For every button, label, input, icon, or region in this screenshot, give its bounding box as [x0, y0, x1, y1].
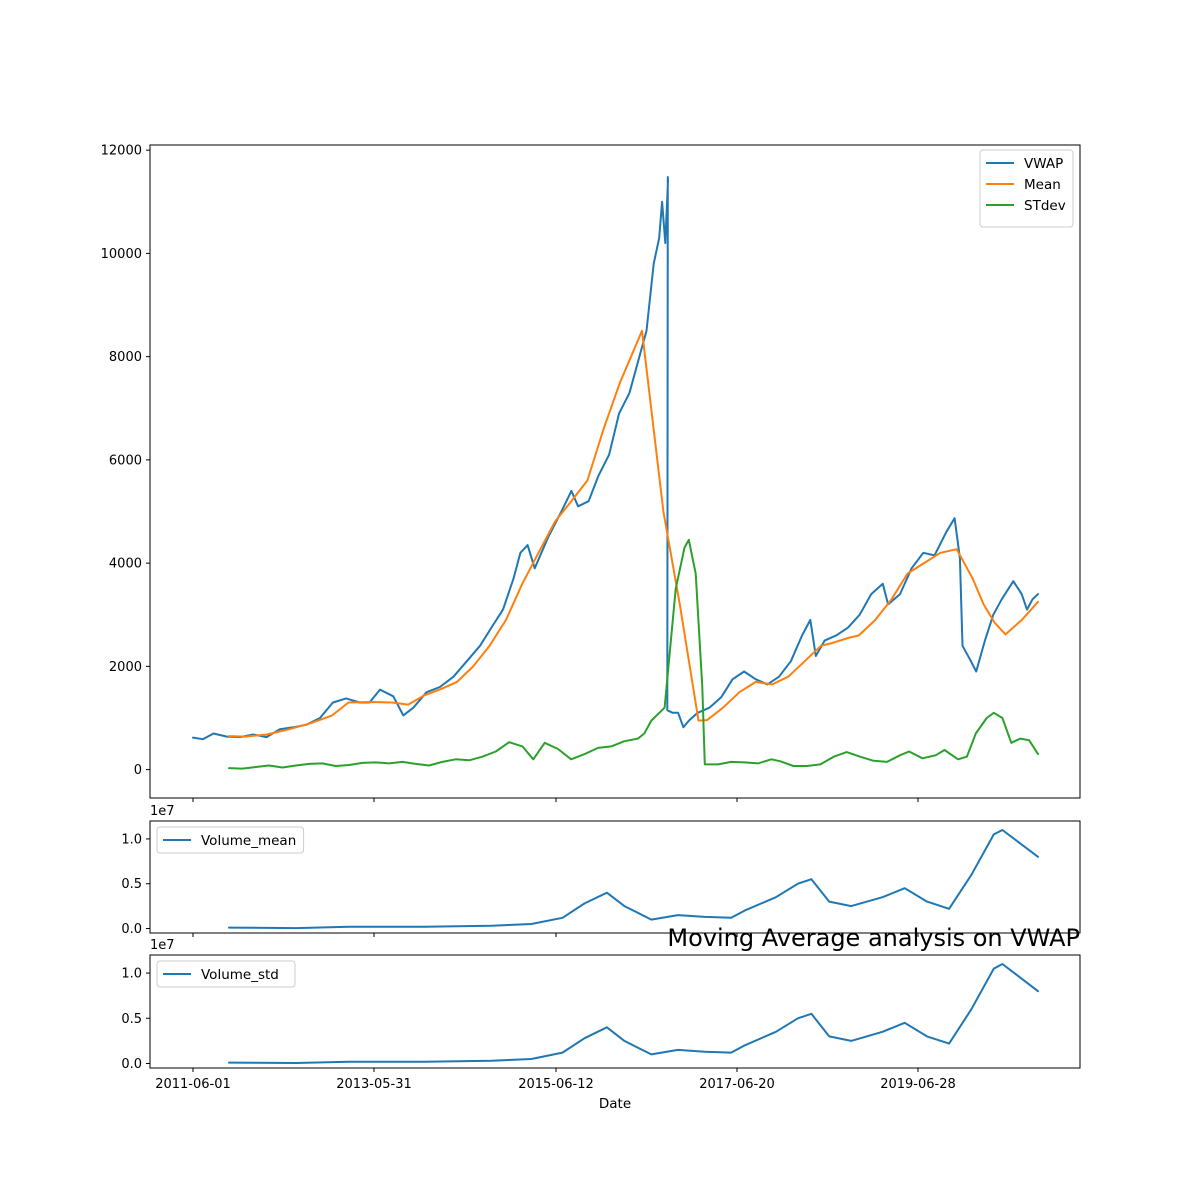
chart-title: Moving Average analysis on VWAP — [667, 924, 1080, 952]
legend-label: VWAP — [1024, 156, 1063, 172]
y-tick-label: 6000 — [109, 453, 142, 468]
legend-label: Volume_std — [201, 967, 279, 983]
legend-label: STdev — [1024, 198, 1066, 214]
legend-label: Volume_mean — [201, 833, 296, 849]
y-tick-label: 1.0 — [121, 967, 142, 982]
x-tick-label: 2011-06-01 — [155, 1077, 231, 1092]
x-tick-label: 2015-06-12 — [518, 1077, 594, 1092]
y-tick-label: 0 — [134, 763, 142, 778]
y-tick-label: 8000 — [109, 350, 142, 365]
series-line-stdev — [228, 538, 1039, 770]
y-tick-label: 0.0 — [121, 1057, 142, 1072]
x-tick-label: 2013-05-31 — [336, 1077, 412, 1092]
x-axis-label: Date — [599, 1096, 631, 1112]
series-line-volume-std — [228, 963, 1039, 1064]
x-tick-label: 2019-06-28 — [880, 1077, 956, 1092]
volume-std-plot: 0.0 0.5 1.0 2011-06-01 2013-05-31 2015-06-12 2… — [121, 938, 1081, 1092]
y-tick-label: 1.0 — [121, 832, 142, 847]
legend — [156, 826, 305, 854]
y-offset-text: 1e7 — [150, 804, 175, 819]
x-tick-label: 2017-06-20 — [699, 1077, 775, 1092]
main-plot: 0 2000 4000 6000 8000 10000 12000 VWAP Mean STdev — [101, 144, 1081, 802]
axes-frame — [149, 954, 1081, 1069]
series-line-mean — [228, 329, 1039, 738]
y-tick-label: 2000 — [109, 660, 142, 675]
series-line-vwap — [192, 176, 1039, 741]
y-tick-label: 10000 — [101, 247, 142, 262]
volume-mean-plot: 0.0 0.5 1.0 1e7 Volume_mean — [121, 804, 1081, 937]
legend-label: Mean — [1024, 177, 1061, 193]
y-tick-label: 0.5 — [121, 1012, 142, 1027]
axes-frame — [149, 820, 1081, 934]
y-tick-label: 0.5 — [121, 877, 142, 892]
y-offset-text: 1e7 — [150, 938, 175, 953]
legend — [979, 149, 1074, 228]
y-tick-label: 12000 — [101, 144, 142, 159]
axes-frame — [149, 144, 1081, 799]
y-tick-label: 4000 — [109, 557, 142, 572]
series-line-volume-mean — [228, 829, 1039, 930]
y-tick-label: 0.0 — [121, 922, 142, 937]
legend — [156, 960, 296, 988]
